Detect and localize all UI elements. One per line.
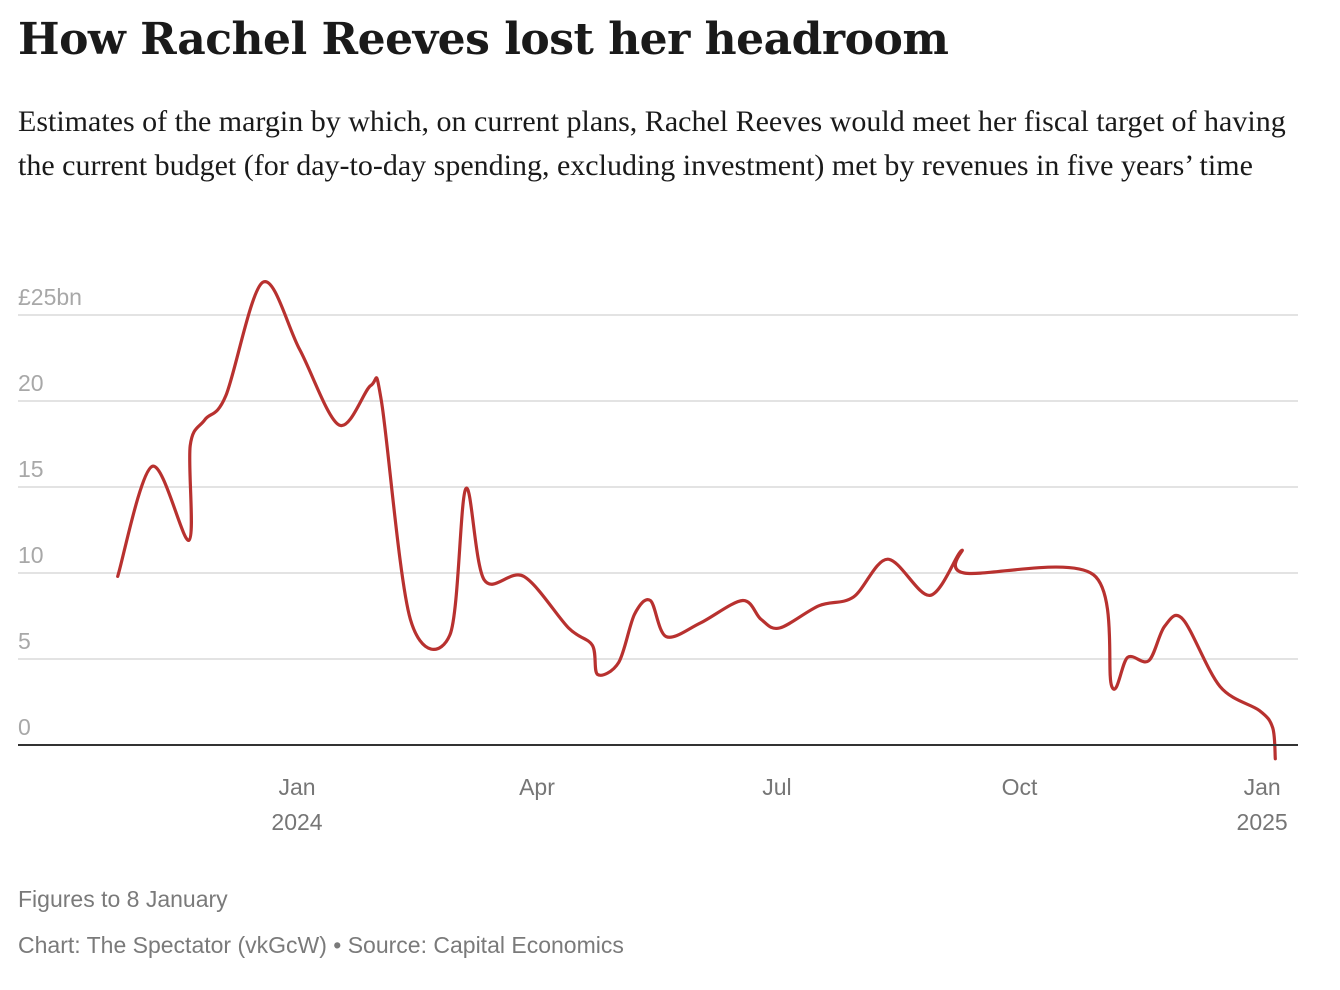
y-tick-label: 20: [18, 370, 44, 396]
x-tick-sublabel: 2024: [271, 809, 322, 835]
x-tick-label: Jan: [1244, 774, 1281, 800]
chart-title: How Rachel Reeves lost her headroom: [18, 14, 949, 65]
chart-notes: Figures to 8 January: [18, 886, 228, 912]
x-axis-ticks: Jan 2024 Apr Jul Oct Jan 2025: [271, 774, 1287, 835]
x-tick-label: Jan: [278, 774, 315, 800]
x-tick-label: Oct: [1002, 774, 1038, 800]
y-tick-label: 5: [18, 628, 31, 654]
series-line-headroom: [116, 280, 1277, 761]
line-chart: £25bn 20 15 10 5 0 Jan 2024 Apr Jul Oct Jan 2025: [18, 280, 1298, 835]
chart-source: Chart: The Spectator (vkGcW) • Source: C…: [18, 932, 624, 958]
series-group: [116, 280, 1277, 761]
y-axis-ticks: £25bn 20 15 10 5 0: [18, 284, 82, 740]
x-tick-label: Apr: [519, 774, 555, 800]
y-tick-label: £25bn: [18, 284, 82, 310]
x-tick-sublabel: 2025: [1237, 809, 1288, 835]
y-tick-label: 10: [18, 542, 44, 568]
y-tick-label: 0: [18, 714, 31, 740]
gridlines: [18, 314, 1298, 660]
y-tick-label: 15: [18, 456, 44, 482]
x-tick-label: Jul: [762, 774, 791, 800]
chart-subtitle: Estimates of the margin by which, on cur…: [18, 105, 1286, 182]
